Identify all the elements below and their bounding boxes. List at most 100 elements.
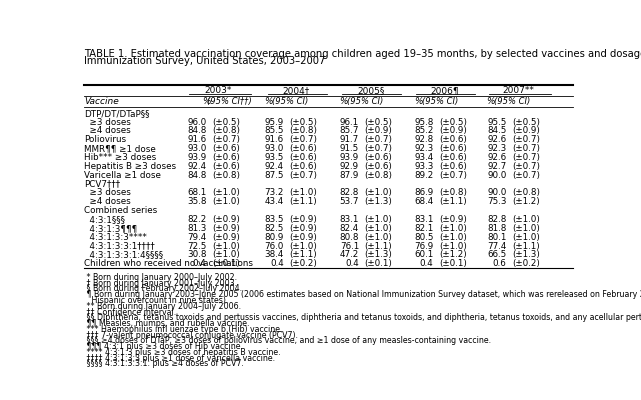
Text: 72.5: 72.5: [187, 242, 206, 250]
Text: (±0.5): (±0.5): [512, 118, 540, 127]
Text: (±1.0): (±1.0): [289, 188, 317, 198]
Text: 2007**: 2007**: [502, 86, 534, 95]
Text: (±1.0): (±1.0): [212, 250, 240, 260]
Text: (±0.7): (±0.7): [512, 153, 540, 162]
Text: ≥4 doses: ≥4 doses: [84, 197, 131, 206]
Text: * Born during January 2000–July 2002.: * Born during January 2000–July 2002.: [84, 273, 237, 282]
Text: Varicella ≥1 dose: Varicella ≥1 dose: [84, 171, 161, 180]
Text: (±0.7): (±0.7): [439, 171, 467, 180]
Text: 93.9: 93.9: [340, 153, 359, 162]
Text: (±1.0): (±1.0): [212, 188, 240, 198]
Text: 92.9: 92.9: [340, 162, 359, 171]
Text: (±0.6): (±0.6): [439, 135, 467, 144]
Text: (±0.2): (±0.2): [512, 259, 540, 268]
Text: 93.9: 93.9: [187, 153, 206, 162]
Text: (±0.9): (±0.9): [439, 126, 467, 136]
Text: (±1.0): (±1.0): [439, 242, 467, 250]
Text: 76.1: 76.1: [340, 242, 359, 250]
Text: (±0.7): (±0.7): [289, 135, 317, 144]
Text: (±0.7): (±0.7): [365, 144, 392, 153]
Text: 92.3: 92.3: [487, 144, 506, 153]
Text: Vaccine: Vaccine: [84, 97, 119, 106]
Text: 82.2: 82.2: [187, 215, 206, 224]
Text: 76.0: 76.0: [265, 242, 284, 250]
Text: (±0.1): (±0.1): [365, 259, 392, 268]
Text: 92.7: 92.7: [487, 162, 506, 171]
Text: (±0.7): (±0.7): [289, 171, 317, 180]
Text: 85.5: 85.5: [265, 126, 284, 136]
Text: (±0.6): (±0.6): [365, 162, 392, 171]
Text: 90.0: 90.0: [487, 171, 506, 180]
Text: (±0.6): (±0.6): [289, 153, 317, 162]
Text: DTP/DT/DTaP§§: DTP/DT/DTaP§§: [84, 109, 149, 118]
Text: 86.9: 86.9: [414, 188, 433, 198]
Text: 80.5: 80.5: [414, 233, 433, 242]
Text: 2004†: 2004†: [282, 86, 309, 95]
Text: 4:3:1§§§: 4:3:1§§§: [84, 215, 125, 224]
Text: (±1.0): (±1.0): [512, 224, 540, 233]
Text: 84.5: 84.5: [487, 126, 506, 136]
Text: (±1.3): (±1.3): [365, 250, 392, 260]
Text: (±0.5): (±0.5): [289, 118, 317, 127]
Text: (±1.0): (±1.0): [439, 224, 467, 233]
Text: 73.2: 73.2: [265, 188, 284, 198]
Text: (±1.3): (±1.3): [365, 197, 392, 206]
Text: 68.4: 68.4: [414, 197, 433, 206]
Text: 60.1: 60.1: [414, 250, 433, 260]
Text: 89.2: 89.2: [414, 171, 433, 180]
Text: (95% CI): (95% CI): [494, 97, 531, 106]
Text: Hepatitis B ≥3 doses: Hepatitis B ≥3 doses: [84, 162, 176, 171]
Text: 91.7: 91.7: [340, 135, 359, 144]
Text: § Born during February 2002–July 2004.: § Born during February 2002–July 2004.: [84, 284, 242, 293]
Text: 81.8: 81.8: [487, 224, 506, 233]
Text: 4:3:1:3:3****: 4:3:1:3:3****: [84, 233, 147, 242]
Text: 30.8: 30.8: [187, 250, 206, 260]
Text: (±0.6): (±0.6): [212, 144, 240, 153]
Text: (±0.8): (±0.8): [439, 188, 467, 198]
Text: %: %: [264, 97, 272, 106]
Text: (±1.0): (±1.0): [212, 197, 240, 206]
Text: §§ Diphtheria, tetanus toxoids and pertussis vaccines, diphtheria and tetanus to: §§ Diphtheria, tetanus toxoids and pertu…: [84, 313, 641, 322]
Text: 93.0: 93.0: [265, 144, 284, 153]
Text: 82.4: 82.4: [340, 224, 359, 233]
Text: TABLE 1. Estimated vaccination coverage among children aged 19–35 months, by sel: TABLE 1. Estimated vaccination coverage …: [84, 49, 641, 59]
Text: 68.1: 68.1: [187, 188, 206, 198]
Text: 96.0: 96.0: [187, 118, 206, 127]
Text: (±0.7): (±0.7): [212, 135, 240, 144]
Text: †††† 4:3:1:3:3 plus ≥1 dose of varicella vaccine.: †††† 4:3:1:3:3 plus ≥1 dose of varicella…: [84, 354, 275, 363]
Text: (±0.6): (±0.6): [439, 162, 467, 171]
Text: 84.8: 84.8: [187, 126, 206, 136]
Text: (±0.8): (±0.8): [365, 171, 392, 180]
Text: %: %: [487, 97, 495, 106]
Text: (±0.9): (±0.9): [512, 126, 540, 136]
Text: (±0.1): (±0.1): [439, 259, 467, 268]
Text: 90.0: 90.0: [487, 188, 506, 198]
Text: (±0.9): (±0.9): [289, 233, 317, 242]
Text: 82.8: 82.8: [340, 188, 359, 198]
Text: 93.0: 93.0: [187, 144, 206, 153]
Text: 87.9: 87.9: [340, 171, 359, 180]
Text: (±0.6): (±0.6): [439, 153, 467, 162]
Text: %: %: [339, 97, 348, 106]
Text: 0.4: 0.4: [193, 259, 206, 268]
Text: 95.5: 95.5: [487, 118, 506, 127]
Text: (±1.1): (±1.1): [365, 242, 392, 250]
Text: (±1.3): (±1.3): [512, 250, 540, 260]
Text: †† Confidence interval.: †† Confidence interval.: [84, 308, 176, 316]
Text: ≥3 doses: ≥3 doses: [84, 188, 131, 198]
Text: (±0.5): (±0.5): [365, 118, 392, 127]
Text: 83.1: 83.1: [340, 215, 359, 224]
Text: (±0.8): (±0.8): [212, 126, 240, 136]
Text: 91.5: 91.5: [340, 144, 359, 153]
Text: (±0.8): (±0.8): [212, 171, 240, 180]
Text: ¶¶¶ 4:3:1 plus ≥3 doses of Hib vaccine.: ¶¶¶ 4:3:1 plus ≥3 doses of Hib vaccine.: [84, 342, 243, 351]
Text: (±0.9): (±0.9): [212, 224, 240, 233]
Text: 95.9: 95.9: [265, 118, 284, 127]
Text: 96.1: 96.1: [340, 118, 359, 127]
Text: 2006¶: 2006¶: [431, 86, 460, 95]
Text: 4:3:1:3¶¶¶: 4:3:1:3¶¶¶: [84, 224, 137, 233]
Text: (±1.0): (±1.0): [365, 215, 392, 224]
Text: 82.5: 82.5: [265, 224, 284, 233]
Text: 83.1: 83.1: [414, 215, 433, 224]
Text: (±0.9): (±0.9): [289, 215, 317, 224]
